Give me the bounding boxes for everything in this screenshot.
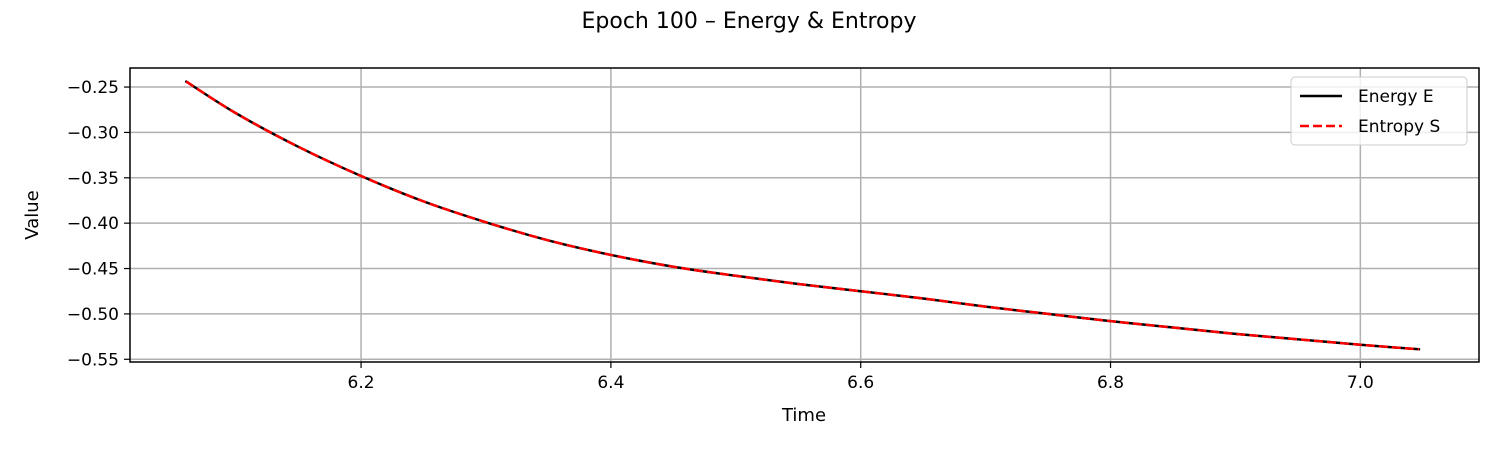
tick-layer: 6.2 6.4 6.6 6.8 7.0 −0.25 −0.30 −0.35 −0.40 −0.45…: [67, 78, 1374, 393]
y-tick-label: −0.35: [67, 169, 119, 189]
x-axis-title: Time: [781, 405, 826, 426]
grid-layer: [130, 68, 1479, 362]
y-axis-title: Value: [22, 190, 43, 239]
legend-box: [1290, 76, 1468, 146]
chart-title: Epoch 100 – Energy & Entropy: [582, 9, 917, 34]
y-tick-label: −0.45: [67, 260, 119, 280]
x-tick-label: 6.6: [847, 373, 874, 393]
y-tick-label: −0.50: [67, 305, 119, 325]
plot-frame: [129, 67, 1480, 363]
x-tick-label: 6.4: [597, 373, 624, 393]
series-line-entropy: [185, 80, 1420, 351]
x-tick-label: 7.0: [1347, 373, 1374, 393]
series-line-energy: [184, 80, 1421, 351]
legend: Energy E Entropy S: [1290, 76, 1468, 146]
y-tick-label: −0.40: [67, 214, 119, 234]
y-tick-label: −0.55: [67, 350, 119, 370]
y-tick-label: −0.25: [67, 78, 119, 98]
y-tick-label: −0.30: [67, 123, 119, 143]
legend-label-energy: Energy E: [1358, 87, 1434, 107]
legend-label-entropy: Entropy S: [1358, 117, 1440, 137]
x-tick-label: 6.8: [1097, 373, 1124, 393]
x-tick-label: 6.2: [348, 373, 375, 393]
series-layer: [184, 80, 1421, 351]
